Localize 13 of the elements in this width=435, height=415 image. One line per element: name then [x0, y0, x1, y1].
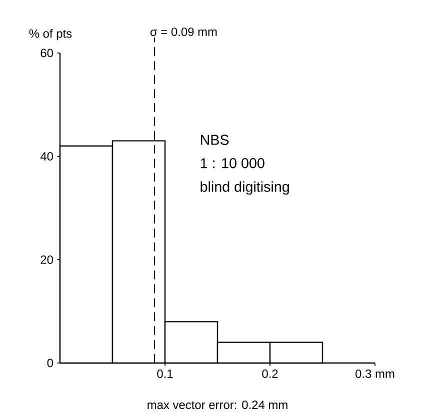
x-tick-label: 0.1: [157, 370, 173, 378]
annotation: blind digitising: [200, 181, 289, 195]
ref-line-label: σ = 0.09 mm: [150, 28, 217, 36]
y-axis-title: % of pts: [29, 29, 72, 40]
annotation: NBS: [200, 134, 229, 145]
x-tick-label: 0.2: [262, 370, 278, 378]
y-tick-label: 0: [47, 358, 54, 368]
annotation: 1 : 10 000: [200, 158, 264, 168]
x-tick-label: 0.3 mm: [356, 370, 394, 378]
text: max vector error: 0.24 mm: [148, 400, 288, 410]
y-tick-label: 20: [40, 255, 54, 264]
y-tick-label: 60: [40, 48, 54, 58]
y-tick-label: 40: [40, 152, 54, 161]
